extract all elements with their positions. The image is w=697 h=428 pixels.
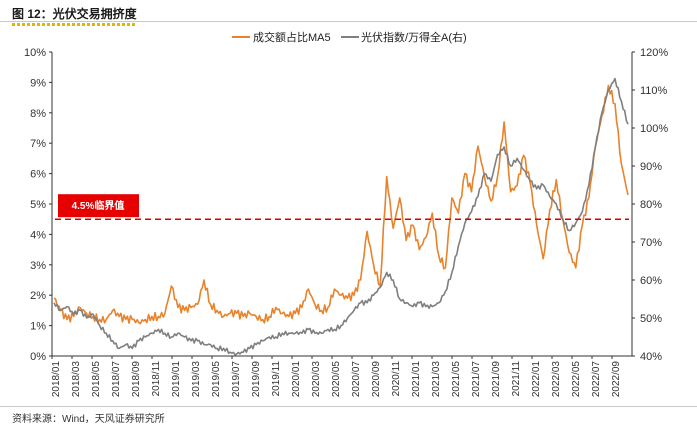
- figure-title: 图 12：光伏交易拥挤度: [12, 5, 137, 26]
- series-line-pv-index-ratio: [53, 77, 629, 356]
- x-tick-label: 2022/09: [611, 361, 622, 398]
- x-tick-label: 2018/01: [51, 361, 62, 398]
- x-tick-label: 2019/07: [231, 361, 242, 398]
- left-tick-label: 4%: [30, 229, 46, 241]
- x-tick-label: 2020/09: [371, 361, 382, 398]
- left-tick-label: 3%: [30, 260, 46, 272]
- title-underline: [12, 23, 137, 26]
- threshold-label-box: [58, 194, 139, 218]
- x-tick-label: 2018/03: [71, 361, 82, 398]
- x-tick-label: 2018/09: [131, 361, 142, 398]
- x-tick-label: 2021/01: [411, 361, 422, 398]
- x-tick-label: 2019/01: [171, 361, 182, 398]
- x-tick-label: 2020/11: [391, 361, 402, 397]
- x-tick-label: 2021/07: [471, 361, 482, 398]
- right-tick-label: 40%: [640, 351, 662, 363]
- x-tick-label: 2022/03: [551, 361, 562, 398]
- x-tick-label: 2018/05: [91, 361, 102, 398]
- left-tick-label: 5%: [30, 199, 46, 211]
- x-tick-label: 2022/07: [591, 361, 602, 398]
- series-line-turnover-ratio: [53, 84, 629, 325]
- x-tick-label: 2022/05: [571, 361, 582, 398]
- right-tick-label: 120%: [640, 47, 668, 59]
- x-tick-label: 2020/05: [331, 361, 342, 398]
- x-tick-label: 2021/05: [451, 361, 462, 398]
- x-tick-label: 2020/01: [291, 361, 302, 398]
- left-tick-label: 2%: [30, 290, 46, 302]
- left-tick-label: 8%: [30, 108, 46, 120]
- right-tick-label: 60%: [640, 275, 662, 287]
- x-tick-label: 2020/07: [351, 361, 362, 398]
- x-tick-label: 2019/05: [211, 361, 222, 398]
- legend-label-turnover: 成交额占比MA5: [253, 30, 331, 44]
- x-tick-label: 2021/03: [431, 361, 442, 398]
- x-tick-label: 2018/11: [151, 361, 162, 397]
- left-tick-label: 7%: [30, 138, 46, 150]
- title-divider: [0, 21, 697, 22]
- right-tick-label: 70%: [640, 237, 662, 249]
- right-tick-label: 110%: [640, 85, 668, 97]
- x-tick-label: 2022/01: [531, 361, 542, 398]
- x-tick-label: 2021/09: [491, 361, 502, 398]
- right-tick-label: 50%: [640, 313, 662, 325]
- right-tick-label: 90%: [640, 161, 662, 173]
- x-tick-label: 2019/11: [271, 361, 282, 397]
- left-tick-label: 6%: [30, 169, 46, 181]
- x-tick-label: 2021/11: [511, 361, 522, 397]
- left-tick-label: 0%: [30, 351, 46, 363]
- x-tick-label: 2019/09: [251, 361, 262, 398]
- right-tick-label: 100%: [640, 123, 668, 135]
- left-tick-label: 1%: [30, 321, 46, 333]
- x-tick-label: 2020/03: [311, 361, 322, 398]
- legend-label-pv-index: 光伏指数/万得全A(右): [361, 30, 467, 44]
- x-tick-label: 2019/03: [191, 361, 202, 398]
- right-tick-label: 80%: [640, 199, 662, 211]
- footer-divider: [0, 406, 697, 407]
- x-tick-label: 2018/07: [111, 361, 122, 398]
- source-note: 资料来源：Wind，天风证券研究所: [12, 414, 165, 425]
- threshold-label: 4.5%临界值: [72, 199, 125, 212]
- left-tick-label: 9%: [30, 77, 46, 89]
- left-tick-label: 10%: [24, 47, 46, 59]
